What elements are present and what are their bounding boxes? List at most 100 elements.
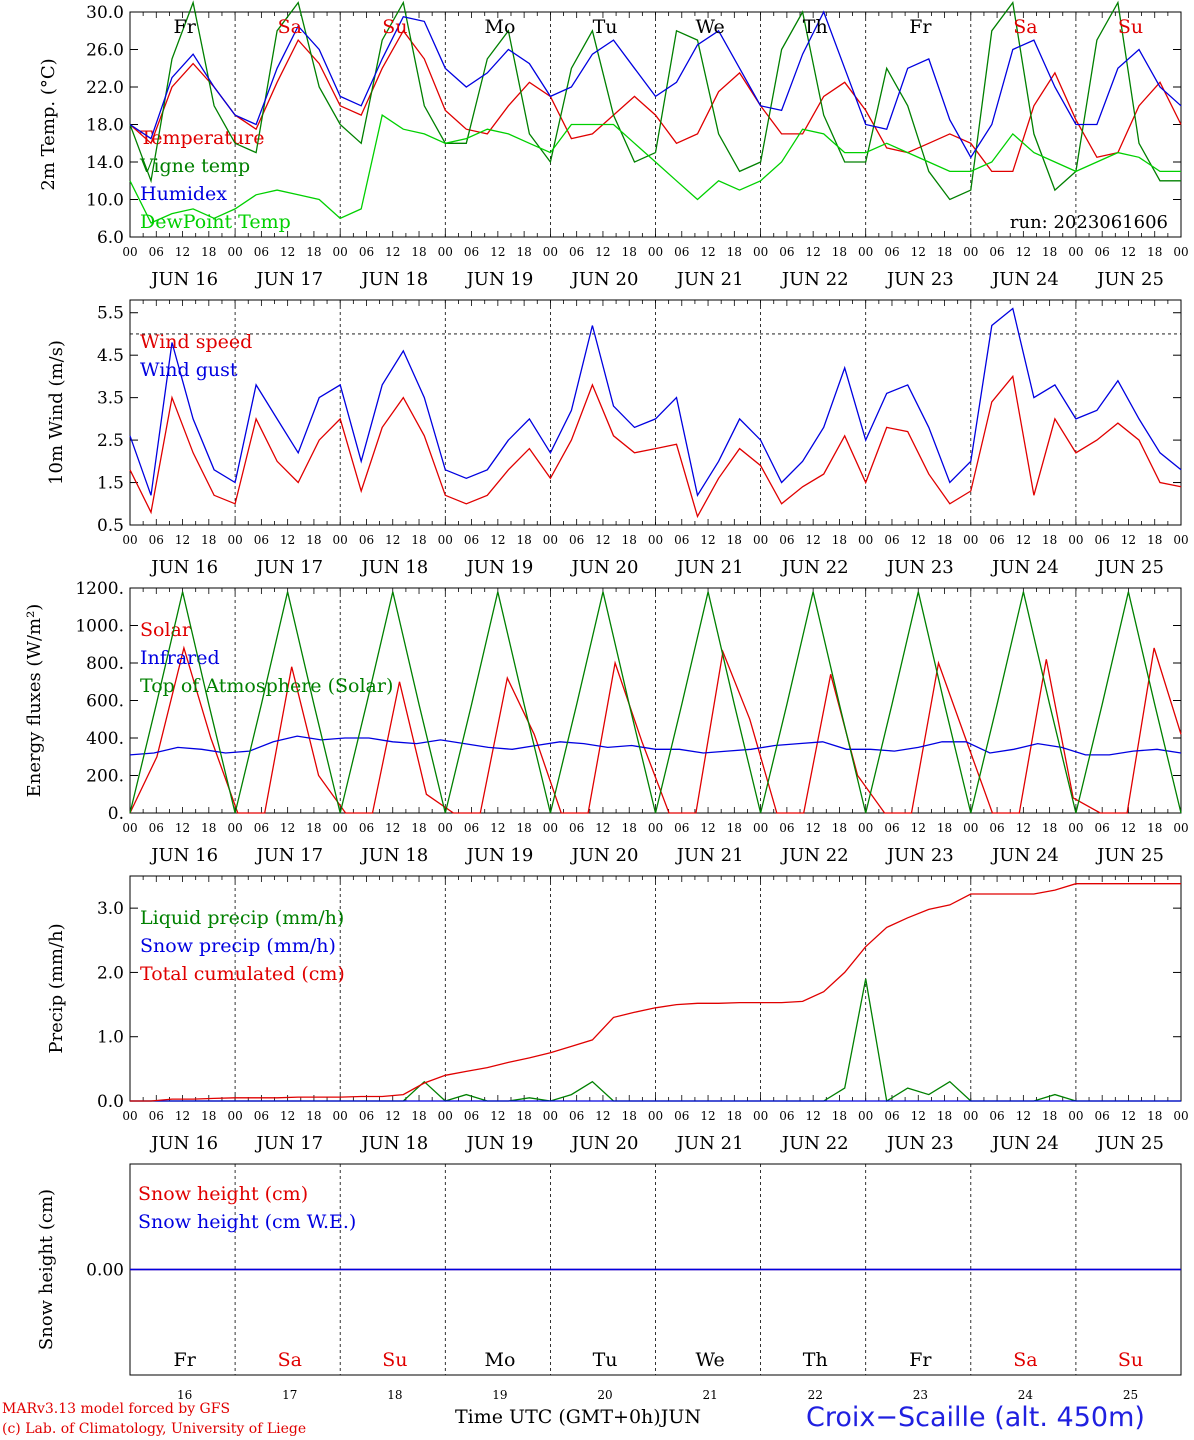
date-label: JUN 21 [675, 1133, 744, 1154]
y-tick-label: 4.5 [97, 346, 124, 366]
y-tick-label: 3.0 [97, 899, 124, 919]
hour-tick-label: 18 [306, 533, 321, 547]
date-label: JUN 25 [1095, 557, 1164, 578]
y-tick-label: 1000. [75, 617, 124, 637]
y-tick-label: 0. [108, 804, 124, 824]
hour-tick-label: 12 [911, 821, 926, 835]
day-of-week-label: Su [1118, 1349, 1143, 1371]
hour-tick-label: 06 [674, 533, 689, 547]
date-label: JUN 21 [675, 557, 744, 578]
y-tick-label: 18.0 [86, 116, 124, 136]
hour-tick-label: 18 [622, 1109, 637, 1123]
y-axis-title: Precip (mm/h) [46, 923, 67, 1053]
hour-tick-label: 00 [963, 821, 978, 835]
hour-tick-label: 18 [832, 245, 847, 259]
hour-tick-label: 00 [438, 821, 453, 835]
day-number-label: 22 [808, 1388, 823, 1402]
y-tick-label: 0.00 [86, 1261, 124, 1281]
date-label: JUN 23 [885, 845, 954, 866]
hour-tick-label: 18 [201, 821, 216, 835]
hour-tick-label: 06 [254, 245, 269, 259]
hour-tick-label: 12 [385, 821, 400, 835]
day-number-label: 24 [1018, 1388, 1034, 1402]
hour-tick-label: 00 [333, 245, 348, 259]
hour-tick-label: 00 [1068, 533, 1083, 547]
hour-tick-label: 12 [385, 533, 400, 547]
hour-tick-label: 06 [464, 245, 479, 259]
hour-tick-label: 18 [1042, 533, 1057, 547]
hour-tick-label: 06 [464, 821, 479, 835]
date-label: JUN 21 [675, 845, 744, 866]
series-line-wind-gust [129, 307, 1182, 498]
series-line-total-cumulated-cm- [130, 883, 1181, 1102]
y-tick-label: 400. [86, 729, 124, 749]
date-label: JUN 22 [780, 845, 849, 866]
legend-entry: Snow height (cm W.E.) [138, 1211, 356, 1233]
hour-tick-label: 12 [490, 533, 505, 547]
day-of-week-label: Sa [278, 1349, 302, 1371]
hour-tick-label: 18 [1147, 245, 1162, 259]
legend-entry: Liquid precip (mm/h) [140, 907, 344, 929]
hour-tick-label: 06 [149, 821, 164, 835]
hour-tick-label: 00 [858, 821, 873, 835]
hour-tick-label: 00 [438, 1109, 453, 1123]
series-line-solar [129, 645, 1182, 814]
hour-tick-label: 12 [700, 821, 715, 835]
hour-tick-label: 12 [806, 245, 821, 259]
hour-tick-label: 00 [753, 245, 768, 259]
hour-tick-label: 06 [359, 821, 374, 835]
y-tick-label: 600. [86, 692, 124, 712]
hour-tick-label: 06 [149, 533, 164, 547]
date-label: JUN 23 [885, 269, 954, 290]
legend-entry: Vigne temp [139, 155, 250, 177]
hour-tick-label: 12 [806, 533, 821, 547]
hour-tick-label: 12 [911, 533, 926, 547]
hour-tick-label: 06 [674, 245, 689, 259]
hour-tick-label: 12 [911, 245, 926, 259]
date-label: JUN 19 [465, 845, 534, 866]
hour-tick-label: 06 [359, 245, 374, 259]
series-line-humidex [129, 10, 1182, 159]
panel-frame [129, 587, 1182, 814]
hour-tick-label: 12 [385, 245, 400, 259]
date-label: JUN 23 [885, 1133, 954, 1154]
legend-entry: Total cumulated (cm) [140, 963, 345, 985]
y-tick-label: 3.5 [97, 389, 124, 409]
date-label: JUN 17 [254, 557, 323, 578]
date-label: JUN 24 [990, 1133, 1059, 1154]
x-axis-label: Time UTC (GMT+0h)JUN [455, 1406, 701, 1428]
series-line-infrared [129, 735, 1182, 756]
hour-tick-label: 06 [884, 1109, 899, 1123]
hour-tick-label: 18 [727, 533, 742, 547]
hour-tick-label: 00 [122, 245, 137, 259]
hour-tick-label: 00 [227, 821, 242, 835]
hour-tick-label: 00 [122, 533, 137, 547]
hour-tick-label: 12 [1016, 245, 1031, 259]
hour-tick-label: 12 [280, 245, 295, 259]
date-label: JUN 24 [990, 845, 1059, 866]
hour-tick-label: 18 [411, 533, 426, 547]
legend-entry: Snow height (cm) [138, 1183, 308, 1205]
date-label: JUN 22 [780, 557, 849, 578]
day-of-week-label: Fr [909, 1349, 932, 1371]
y-axis-title: Energy fluxes (W/m²) [24, 604, 45, 798]
date-label: JUN 22 [780, 269, 849, 290]
hour-tick-label: 18 [832, 533, 847, 547]
hour-tick-label: 06 [779, 245, 794, 259]
hour-tick-label: 12 [806, 821, 821, 835]
date-label: JUN 20 [570, 845, 639, 866]
hour-tick-label: 00 [753, 1109, 768, 1123]
hour-tick-label: 18 [306, 245, 321, 259]
date-label: JUN 19 [465, 557, 534, 578]
day-number-label: 20 [597, 1388, 612, 1402]
hour-tick-label: 06 [1095, 245, 1110, 259]
x-axis-label-text: Time UTC (GMT+0h) [455, 1406, 661, 1428]
date-label: JUN 16 [149, 269, 218, 290]
date-label: JUN 24 [990, 269, 1059, 290]
hour-tick-label: 12 [595, 245, 610, 259]
y-tick-label: 1.5 [97, 474, 124, 494]
hour-tick-label: 18 [1042, 1109, 1057, 1123]
y-tick-label: 14.0 [86, 153, 124, 173]
hour-tick-label: 00 [543, 1109, 558, 1123]
hour-tick-label: 06 [149, 1109, 164, 1123]
